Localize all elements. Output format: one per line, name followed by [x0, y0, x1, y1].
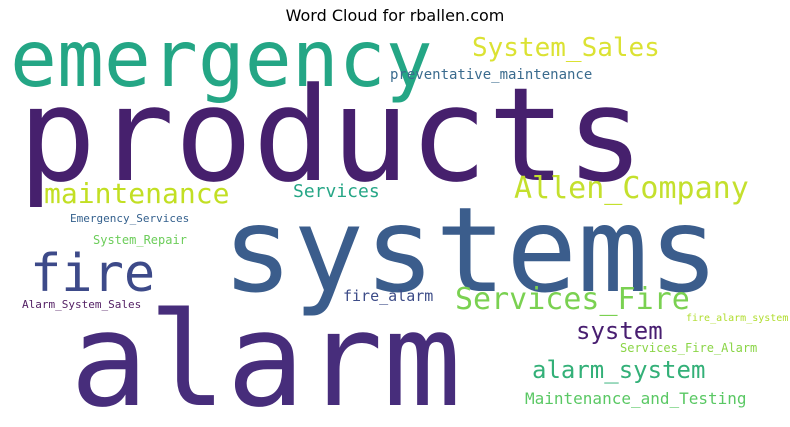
word-fire: fire — [30, 244, 156, 304]
word-maintenance: maintenance — [44, 177, 230, 210]
word-services-fire: Services_Fire — [455, 282, 690, 317]
word-fire-alarm-system: fire_alarm_system — [686, 313, 789, 324]
chart-title: Word Cloud for rballen.com — [285, 6, 505, 25]
word-products: products — [18, 59, 645, 211]
word-system-sales: System_Sales — [472, 33, 660, 63]
word-maintenance-and-testing: Maintenance_and_Testing — [525, 389, 747, 408]
word-fire-alarm: fire_alarm — [343, 287, 434, 305]
word-system: system — [576, 317, 663, 345]
word-systems: systems — [222, 181, 720, 319]
word-alarm-system-sales: Alarm_System_Sales — [22, 298, 142, 311]
word-services: Services — [293, 181, 380, 202]
word-system-repair: System_Repair — [93, 233, 187, 247]
word-allen-company: Allen_Company — [514, 171, 749, 206]
word-emergency-services: Emergency_Services — [70, 212, 190, 225]
word-services-fire-alarm: Services_Fire_Alarm — [620, 341, 758, 355]
word-preventative-maintenance: preventative_maintenance — [390, 67, 593, 83]
word-alarm-system: alarm_system — [532, 356, 706, 384]
word-emergency: emergency — [10, 15, 433, 105]
word-alarm: alarm — [70, 284, 462, 427]
